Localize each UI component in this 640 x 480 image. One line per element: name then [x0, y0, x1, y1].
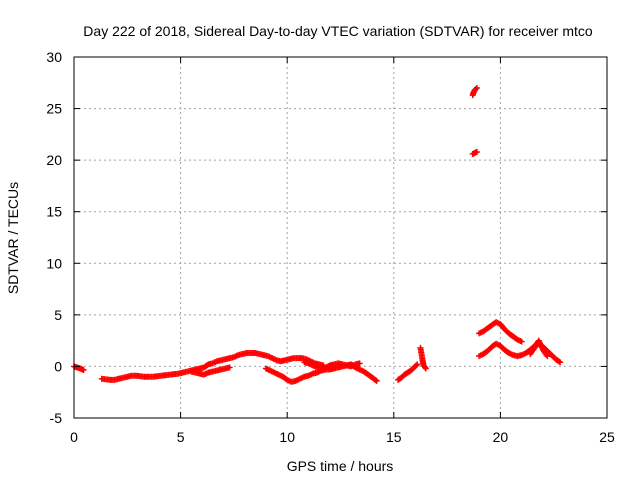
- y-tick-label: 0: [54, 358, 62, 374]
- x-tick-label: 25: [599, 429, 615, 445]
- data-point: [414, 361, 421, 368]
- data-point: [557, 359, 564, 366]
- y-tick-label: -5: [50, 410, 63, 426]
- y-tick-label: 15: [46, 204, 62, 220]
- data-point: [80, 367, 87, 374]
- data-point: [518, 338, 525, 345]
- x-tick-label: 15: [386, 429, 402, 445]
- y-tick-label: 20: [46, 152, 62, 168]
- data-point: [422, 364, 429, 371]
- y-tick-label: 10: [46, 255, 62, 271]
- ticks-layer: 0 5 10 15 20 25 -5 0 5 10 15 20 25 30: [46, 49, 615, 445]
- data-point: [556, 358, 563, 365]
- plot-frame: [73, 56, 608, 419]
- data-point: [473, 148, 480, 155]
- data-point: [356, 360, 363, 367]
- data-point: [472, 85, 479, 92]
- data-point: [543, 351, 550, 358]
- x-tick-label: 10: [279, 429, 295, 445]
- y-tick-label: 25: [46, 101, 62, 117]
- data-points-layer: [71, 84, 564, 385]
- data-point: [544, 353, 551, 360]
- y-tick-label: 30: [46, 49, 62, 65]
- y-axis-title: SDTVAR / TECUs: [5, 182, 21, 294]
- x-tick-label: 5: [177, 429, 185, 445]
- chart-title: Day 222 of 2018, Sidereal Day-to-day VTE…: [83, 23, 593, 39]
- x-tick-label: 0: [70, 429, 78, 445]
- y-tick-label: 5: [54, 307, 62, 323]
- data-point: [373, 377, 380, 384]
- data-point: [422, 365, 429, 372]
- data-point: [226, 364, 233, 371]
- x-tick-label: 20: [493, 429, 509, 445]
- data-point: [372, 377, 379, 384]
- data-point: [413, 362, 420, 369]
- data-point: [473, 84, 480, 91]
- x-axis-title: GPS time / hours: [287, 458, 394, 474]
